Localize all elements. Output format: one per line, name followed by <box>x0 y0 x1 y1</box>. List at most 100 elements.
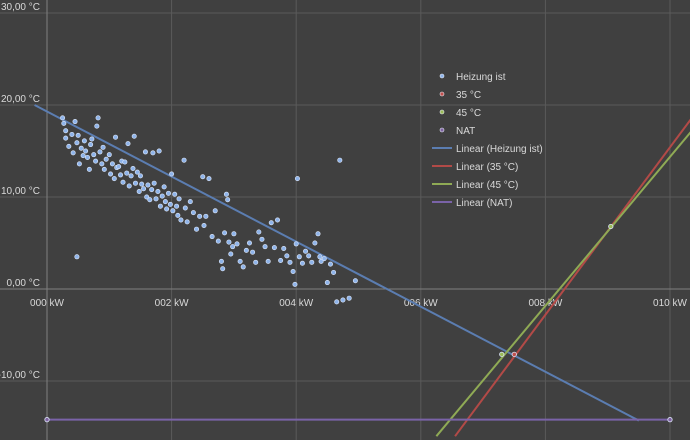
data-point-heizung-ist <box>175 212 181 218</box>
data-point-heizung-ist <box>94 123 100 129</box>
data-point-heizung-ist <box>222 230 228 236</box>
data-point-heizung-ist <box>170 208 176 214</box>
data-point-heizung-ist <box>83 148 89 154</box>
data-point-heizung-ist <box>176 196 182 202</box>
data-point-heizung-ist <box>60 115 66 121</box>
data-point-heizung-ist <box>293 241 299 247</box>
data-point-heizung-ist <box>306 253 312 259</box>
data-point-heizung-ist <box>231 231 237 237</box>
data-point-heizung-ist <box>240 264 246 270</box>
data-point-heizung-ist <box>315 231 321 237</box>
trendline-2 <box>454 118 690 437</box>
data-point-heizung-ist <box>156 148 162 154</box>
data-point-heizung-ist <box>225 197 231 203</box>
data-point-heizung-ist <box>281 246 287 252</box>
data-point-heizung-ist <box>230 244 236 250</box>
data-point-heizung-ist <box>72 119 78 125</box>
data-point-heizung-ist <box>296 254 302 260</box>
trendline-1 <box>34 104 640 422</box>
data-point-heizung-ist <box>182 205 188 211</box>
data-point-heizung-ist <box>312 240 318 246</box>
data-point-heizung-ist <box>118 172 124 178</box>
data-point-heizung-ist <box>337 157 343 163</box>
data-point-heizung-ist <box>103 156 109 162</box>
data-point-heizung-ist <box>303 248 309 254</box>
data-point-heizung-ist <box>321 256 327 262</box>
data-point-heizung-ist <box>131 133 137 139</box>
data-point-heizung-ist <box>86 166 92 172</box>
y-tick-label: -10,00 °C <box>0 370 40 381</box>
x-tick-label: 010 kW <box>653 298 687 309</box>
data-point-heizung-ist <box>215 238 221 244</box>
data-point-nat <box>44 417 50 423</box>
data-point-heizung-ist <box>150 150 156 156</box>
data-point-heizung-ist <box>155 188 161 194</box>
data-point-45-c <box>499 351 505 357</box>
data-point-heizung-ist <box>223 191 229 197</box>
trendline-3 <box>435 131 690 437</box>
data-point-heizung-ist <box>169 171 175 177</box>
data-point-heizung-ist <box>139 181 145 187</box>
data-point-heizung-ist <box>142 149 148 155</box>
data-point-heizung-ist <box>318 258 324 264</box>
data-point-heizung-ist <box>81 138 87 144</box>
y-tick-label: 0,00 °C <box>7 278 40 289</box>
data-point-heizung-ist <box>153 196 159 202</box>
data-point-heizung-ist <box>130 165 136 171</box>
data-point-heizung-ist <box>126 183 132 189</box>
data-point-heizung-ist <box>157 203 163 209</box>
data-point-heizung-ist <box>111 176 117 182</box>
legend-marker-3 <box>439 109 445 115</box>
legend-label: 35 °C <box>456 90 481 101</box>
data-point-35-c <box>511 351 517 357</box>
legend-marker-4 <box>439 127 445 133</box>
data-point-heizung-ist <box>74 140 80 146</box>
data-point-heizung-ist <box>275 217 281 223</box>
data-point-heizung-ist <box>76 161 82 167</box>
data-point-heizung-ist <box>278 257 284 263</box>
data-point-heizung-ist <box>271 245 277 251</box>
legend-marker-2 <box>439 91 445 97</box>
legend-label: Linear (45 °C) <box>456 180 518 191</box>
data-point-heizung-ist <box>63 135 69 141</box>
data-point-heizung-ist <box>80 153 86 159</box>
data-point-heizung-ist <box>184 219 190 225</box>
data-point-heizung-ist <box>200 174 206 180</box>
data-point-heizung-ist <box>97 149 103 155</box>
y-tick-label: 20,00 °C <box>1 94 40 105</box>
data-point-heizung-ist <box>99 161 105 167</box>
data-point-heizung-ist <box>101 166 107 172</box>
data-point-heizung-ist <box>228 251 234 257</box>
data-point-heizung-ist <box>167 201 173 207</box>
data-point-heizung-ist <box>250 249 256 255</box>
data-point-heizung-ist <box>74 254 80 260</box>
data-point-heizung-ist <box>262 244 268 250</box>
data-point-heizung-ist <box>237 258 243 264</box>
data-point-heizung-ist <box>124 170 130 176</box>
legend: Heizung ist 35 °C 45 °C NAT Linear (Heizung … <box>432 72 543 209</box>
data-point-heizung-ist <box>75 132 81 138</box>
data-point-heizung-ist <box>294 176 300 182</box>
data-point-heizung-ist <box>88 142 94 148</box>
data-point-heizung-ist <box>78 145 84 151</box>
data-point-heizung-ist <box>327 261 333 267</box>
data-point-heizung-ist <box>178 217 184 223</box>
data-point-heizung-ist <box>197 213 203 219</box>
data-point-heizung-ist <box>246 240 252 246</box>
data-point-heizung-ist <box>128 173 134 179</box>
x-tick-label: 004 kW <box>279 298 313 309</box>
data-point-heizung-ist <box>132 180 138 186</box>
data-point-heizung-ist <box>95 115 101 121</box>
data-point-nat <box>667 417 673 423</box>
data-point-heizung-ist <box>340 297 346 303</box>
data-point-heizung-ist <box>70 150 76 156</box>
data-point-heizung-ist <box>89 136 95 142</box>
data-point-heizung-ist <box>352 278 358 284</box>
data-points <box>44 115 673 423</box>
data-point-45-c <box>608 223 614 230</box>
data-point-heizung-ist <box>292 281 298 287</box>
data-point-heizung-ist <box>287 259 293 265</box>
data-point-heizung-ist <box>137 173 143 179</box>
data-point-heizung-ist <box>145 182 151 188</box>
